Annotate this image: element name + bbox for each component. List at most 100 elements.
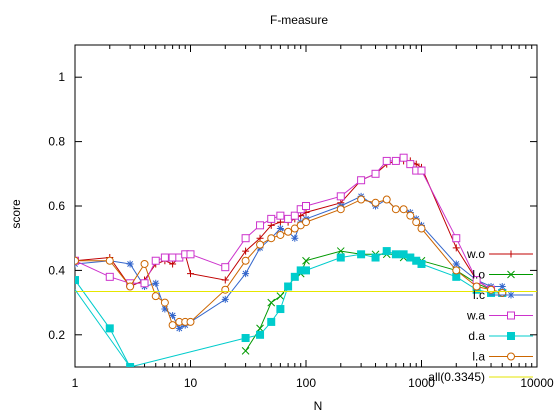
data-point-w-a [160, 253, 169, 262]
data-point-l-a [221, 285, 230, 294]
data-point-l-o [241, 347, 250, 355]
x-tick-label: 1 [72, 376, 79, 390]
data-point-w-a [417, 166, 426, 175]
data-point-d-a [302, 266, 310, 275]
data-point-l-c [242, 270, 250, 278]
data-point-d-a [336, 253, 345, 262]
data-point-w-a [267, 214, 276, 223]
data-point-d-a [276, 305, 285, 314]
data-point-l-a [357, 195, 366, 204]
data-point-d-a [357, 250, 366, 259]
data-point-l-a [336, 205, 345, 214]
data-point-w-a [186, 250, 195, 259]
series-l-a [75, 195, 507, 330]
data-point-l-a [406, 211, 415, 220]
data-point-w-a [371, 169, 380, 178]
data-point-w-a [140, 279, 149, 288]
data-point-l-a [126, 282, 135, 291]
legend-label-l-o: l.o [472, 268, 485, 282]
data-point-l-a [399, 205, 408, 214]
data-point-d-a [371, 253, 380, 262]
legend-marker-w-a [507, 311, 515, 320]
data-point-w-a [221, 263, 230, 272]
data-point-w-a [336, 192, 345, 201]
data-point-l-a [472, 282, 481, 291]
data-point-w-a [256, 221, 265, 230]
data-point-w-o [267, 221, 275, 229]
y-tick-label: 0.6 [48, 199, 65, 213]
data-point-l-c [161, 305, 169, 313]
data-point-w-o [276, 218, 284, 226]
data-point-w-o [242, 247, 250, 255]
data-point-w-o [256, 234, 264, 242]
data-point-l-a [276, 230, 285, 239]
legend-label-w-o: w.o [466, 247, 485, 261]
data-point-l-c [126, 260, 134, 268]
x-tick-label: 100 [296, 376, 316, 390]
data-point-d-a [284, 282, 293, 291]
legend-label-d-a: d.a [468, 329, 485, 343]
legend-marker-w-o [507, 250, 515, 258]
data-point-w-a [357, 176, 366, 185]
data-point-w-o [187, 270, 194, 278]
data-point-l-a [267, 234, 276, 243]
x-tick-label: 10000 [520, 376, 554, 390]
data-point-l-c [291, 234, 299, 242]
data-point-l-c [221, 295, 229, 303]
legend-marker-l-c [507, 291, 515, 299]
legend-label-l-a: l.a [472, 350, 485, 364]
data-point-l-o [336, 247, 345, 255]
data-point-l-c [175, 324, 183, 332]
data-point-d-a [382, 247, 391, 256]
chart-title: F-measure [270, 13, 328, 27]
data-point-w-a [290, 211, 299, 220]
data-point-w-a [406, 160, 415, 169]
data-point-l-a [452, 266, 461, 275]
data-point-w-o [452, 244, 460, 252]
data-point-l-a [160, 298, 169, 307]
data-point-w-a [241, 234, 250, 243]
data-point-w-a [452, 234, 461, 243]
data-point-l-a [371, 198, 380, 207]
data-point-d-a [126, 363, 135, 367]
data-point-w-a [302, 202, 310, 210]
data-point-d-a [399, 250, 408, 259]
series-line-l-o [245, 250, 503, 352]
data-point-l-a [412, 218, 421, 227]
legend-marker-d-a [507, 332, 515, 340]
x-tick-label: 1000 [408, 376, 435, 390]
data-point-l-o [256, 324, 264, 333]
data-point-l-a [75, 256, 79, 265]
axes-layer: 1 10 100 1000 10000 0.2 0.4 0.6 0.8 1 [48, 45, 554, 390]
data-point-w-o [221, 276, 229, 284]
data-point-l-o [276, 292, 285, 301]
x-tick-label: 10 [184, 376, 198, 390]
data-point-l-a [168, 321, 177, 330]
legend-marker-l-a [507, 352, 515, 361]
series-line-d-a [75, 250, 503, 367]
data-point-w-o [169, 260, 177, 268]
data-point-d-a [391, 250, 400, 259]
data-point-l-c [498, 283, 506, 290]
data-point-w-a [391, 156, 400, 165]
data-point-l-c [169, 311, 177, 319]
data-point-d-a [290, 272, 299, 281]
series-series-7 [75, 289, 131, 367]
data-point-d-a [75, 276, 79, 285]
data-point-w-a [276, 211, 285, 220]
data-point-l-a [140, 259, 149, 268]
data-point-d-a [105, 324, 114, 333]
data-point-w-a [105, 272, 114, 281]
legend-marker-l-o [507, 270, 515, 279]
data-point-l-o [302, 256, 310, 265]
data-point-w-a [399, 153, 408, 162]
y-axis-label: score [9, 199, 23, 229]
data-point-d-a [256, 330, 265, 339]
data-point-l-c [452, 260, 460, 268]
data-point-l-a [290, 224, 299, 233]
data-point-d-a [267, 317, 276, 326]
legend-label-l-c: l.c [473, 288, 485, 302]
series-l-c [75, 192, 506, 332]
series-line-series-7 [75, 289, 131, 367]
data-point-w-a [382, 156, 391, 165]
